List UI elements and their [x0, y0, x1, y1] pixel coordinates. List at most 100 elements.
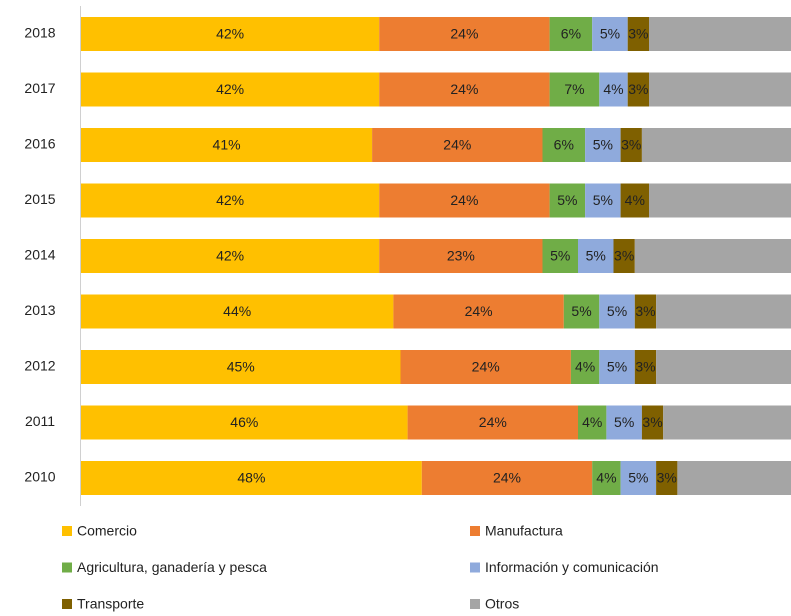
y-tick-label: 2016	[24, 136, 55, 152]
bar-segment	[592, 461, 621, 495]
data-label: 3%	[657, 470, 677, 486]
data-label: 4%	[575, 359, 595, 375]
bar-segment	[641, 128, 791, 162]
data-label: 24%	[472, 359, 500, 375]
bar-segment	[379, 17, 550, 51]
data-label: 4%	[603, 81, 623, 97]
bar-segment	[627, 17, 649, 51]
y-tick-label: 2015	[24, 191, 55, 207]
bar-segment	[81, 128, 373, 162]
bar-segment	[649, 183, 791, 218]
data-label: 4%	[582, 414, 602, 430]
bar-segment	[549, 17, 593, 51]
bar-segment	[649, 17, 791, 51]
data-label: 24%	[465, 303, 493, 319]
bar-segment	[613, 239, 635, 273]
bar-segment	[81, 350, 401, 384]
data-label: 24%	[450, 81, 478, 97]
bar-segment	[641, 405, 664, 440]
data-label: 42%	[216, 26, 244, 42]
bar-segment	[81, 72, 380, 107]
bar-segment	[393, 294, 564, 329]
bar-segment	[592, 17, 628, 51]
bar-segment	[620, 461, 657, 495]
data-label: 5%	[614, 414, 634, 430]
data-label: 5%	[607, 303, 627, 319]
data-label: 46%	[230, 414, 258, 430]
data-label: 5%	[571, 303, 591, 319]
data-label: 4%	[625, 192, 645, 208]
data-label: 5%	[550, 248, 570, 264]
data-label: 24%	[450, 192, 478, 208]
bar-segment	[578, 405, 607, 440]
bar-segment	[634, 239, 791, 273]
bar-segment	[81, 17, 380, 51]
data-label: 3%	[635, 359, 655, 375]
bar-segment	[634, 294, 657, 329]
data-label: 44%	[223, 303, 251, 319]
bar-segment	[542, 128, 586, 162]
y-tick-label: 2014	[24, 247, 55, 263]
legend-label: Agricultura, ganadería y pesca	[77, 559, 267, 575]
data-label: 5%	[593, 137, 613, 153]
data-label: 24%	[450, 26, 478, 42]
bar-segment	[620, 183, 649, 218]
legend-label: Comercio	[77, 523, 137, 539]
bar-segment	[599, 72, 628, 107]
bar-segment	[606, 405, 642, 440]
bar-segment	[81, 461, 422, 495]
bar-segment	[549, 72, 600, 107]
data-label: 24%	[479, 414, 507, 430]
y-tick-label: 2012	[24, 358, 55, 374]
data-label: 42%	[216, 192, 244, 208]
bar-segment	[649, 72, 791, 107]
bar-segment	[379, 239, 543, 273]
bar-segment	[570, 350, 600, 384]
bar-segment	[578, 239, 614, 273]
data-label: 5%	[593, 192, 613, 208]
bar-segment	[585, 183, 621, 218]
bar-segment	[656, 350, 791, 384]
data-label: 3%	[635, 303, 655, 319]
bar-segment	[407, 405, 578, 440]
data-label: 6%	[561, 26, 581, 42]
bar-segment	[379, 183, 550, 218]
data-label: 23%	[447, 248, 475, 264]
legend-swatch	[62, 526, 72, 536]
bar-segment	[421, 461, 593, 495]
bar-segment	[400, 350, 571, 384]
data-label: 42%	[216, 248, 244, 264]
bar-segment	[81, 183, 380, 218]
data-label: 5%	[586, 248, 606, 264]
y-tick-label: 2013	[24, 302, 55, 318]
data-label: 6%	[554, 137, 574, 153]
bar-segment	[379, 72, 550, 107]
legend-swatch	[62, 562, 72, 573]
y-tick-label: 2011	[25, 413, 55, 429]
data-label: 3%	[628, 26, 648, 42]
data-label: 3%	[614, 248, 634, 264]
data-label: 24%	[443, 137, 471, 153]
data-label: 3%	[628, 81, 648, 97]
bar-segment	[585, 128, 621, 162]
y-tick-label: 2010	[24, 469, 55, 485]
bar-segment	[542, 239, 578, 273]
bar-segment	[599, 294, 635, 329]
bar-segment	[656, 461, 678, 495]
data-label: 42%	[216, 81, 244, 97]
legend-swatch	[470, 599, 480, 609]
data-label: 45%	[227, 359, 255, 375]
bar-segment	[634, 350, 657, 384]
data-label: 7%	[564, 81, 584, 97]
bar-segment	[656, 294, 791, 329]
bar-segment	[81, 405, 408, 440]
bar-segment	[549, 183, 586, 218]
data-label: 4%	[596, 470, 616, 486]
data-label: 24%	[493, 470, 521, 486]
bar-segment	[372, 128, 543, 162]
legend-swatch	[470, 562, 480, 573]
bar-segment	[663, 405, 791, 440]
bar-segment	[81, 239, 380, 273]
bar-segment	[627, 72, 649, 107]
